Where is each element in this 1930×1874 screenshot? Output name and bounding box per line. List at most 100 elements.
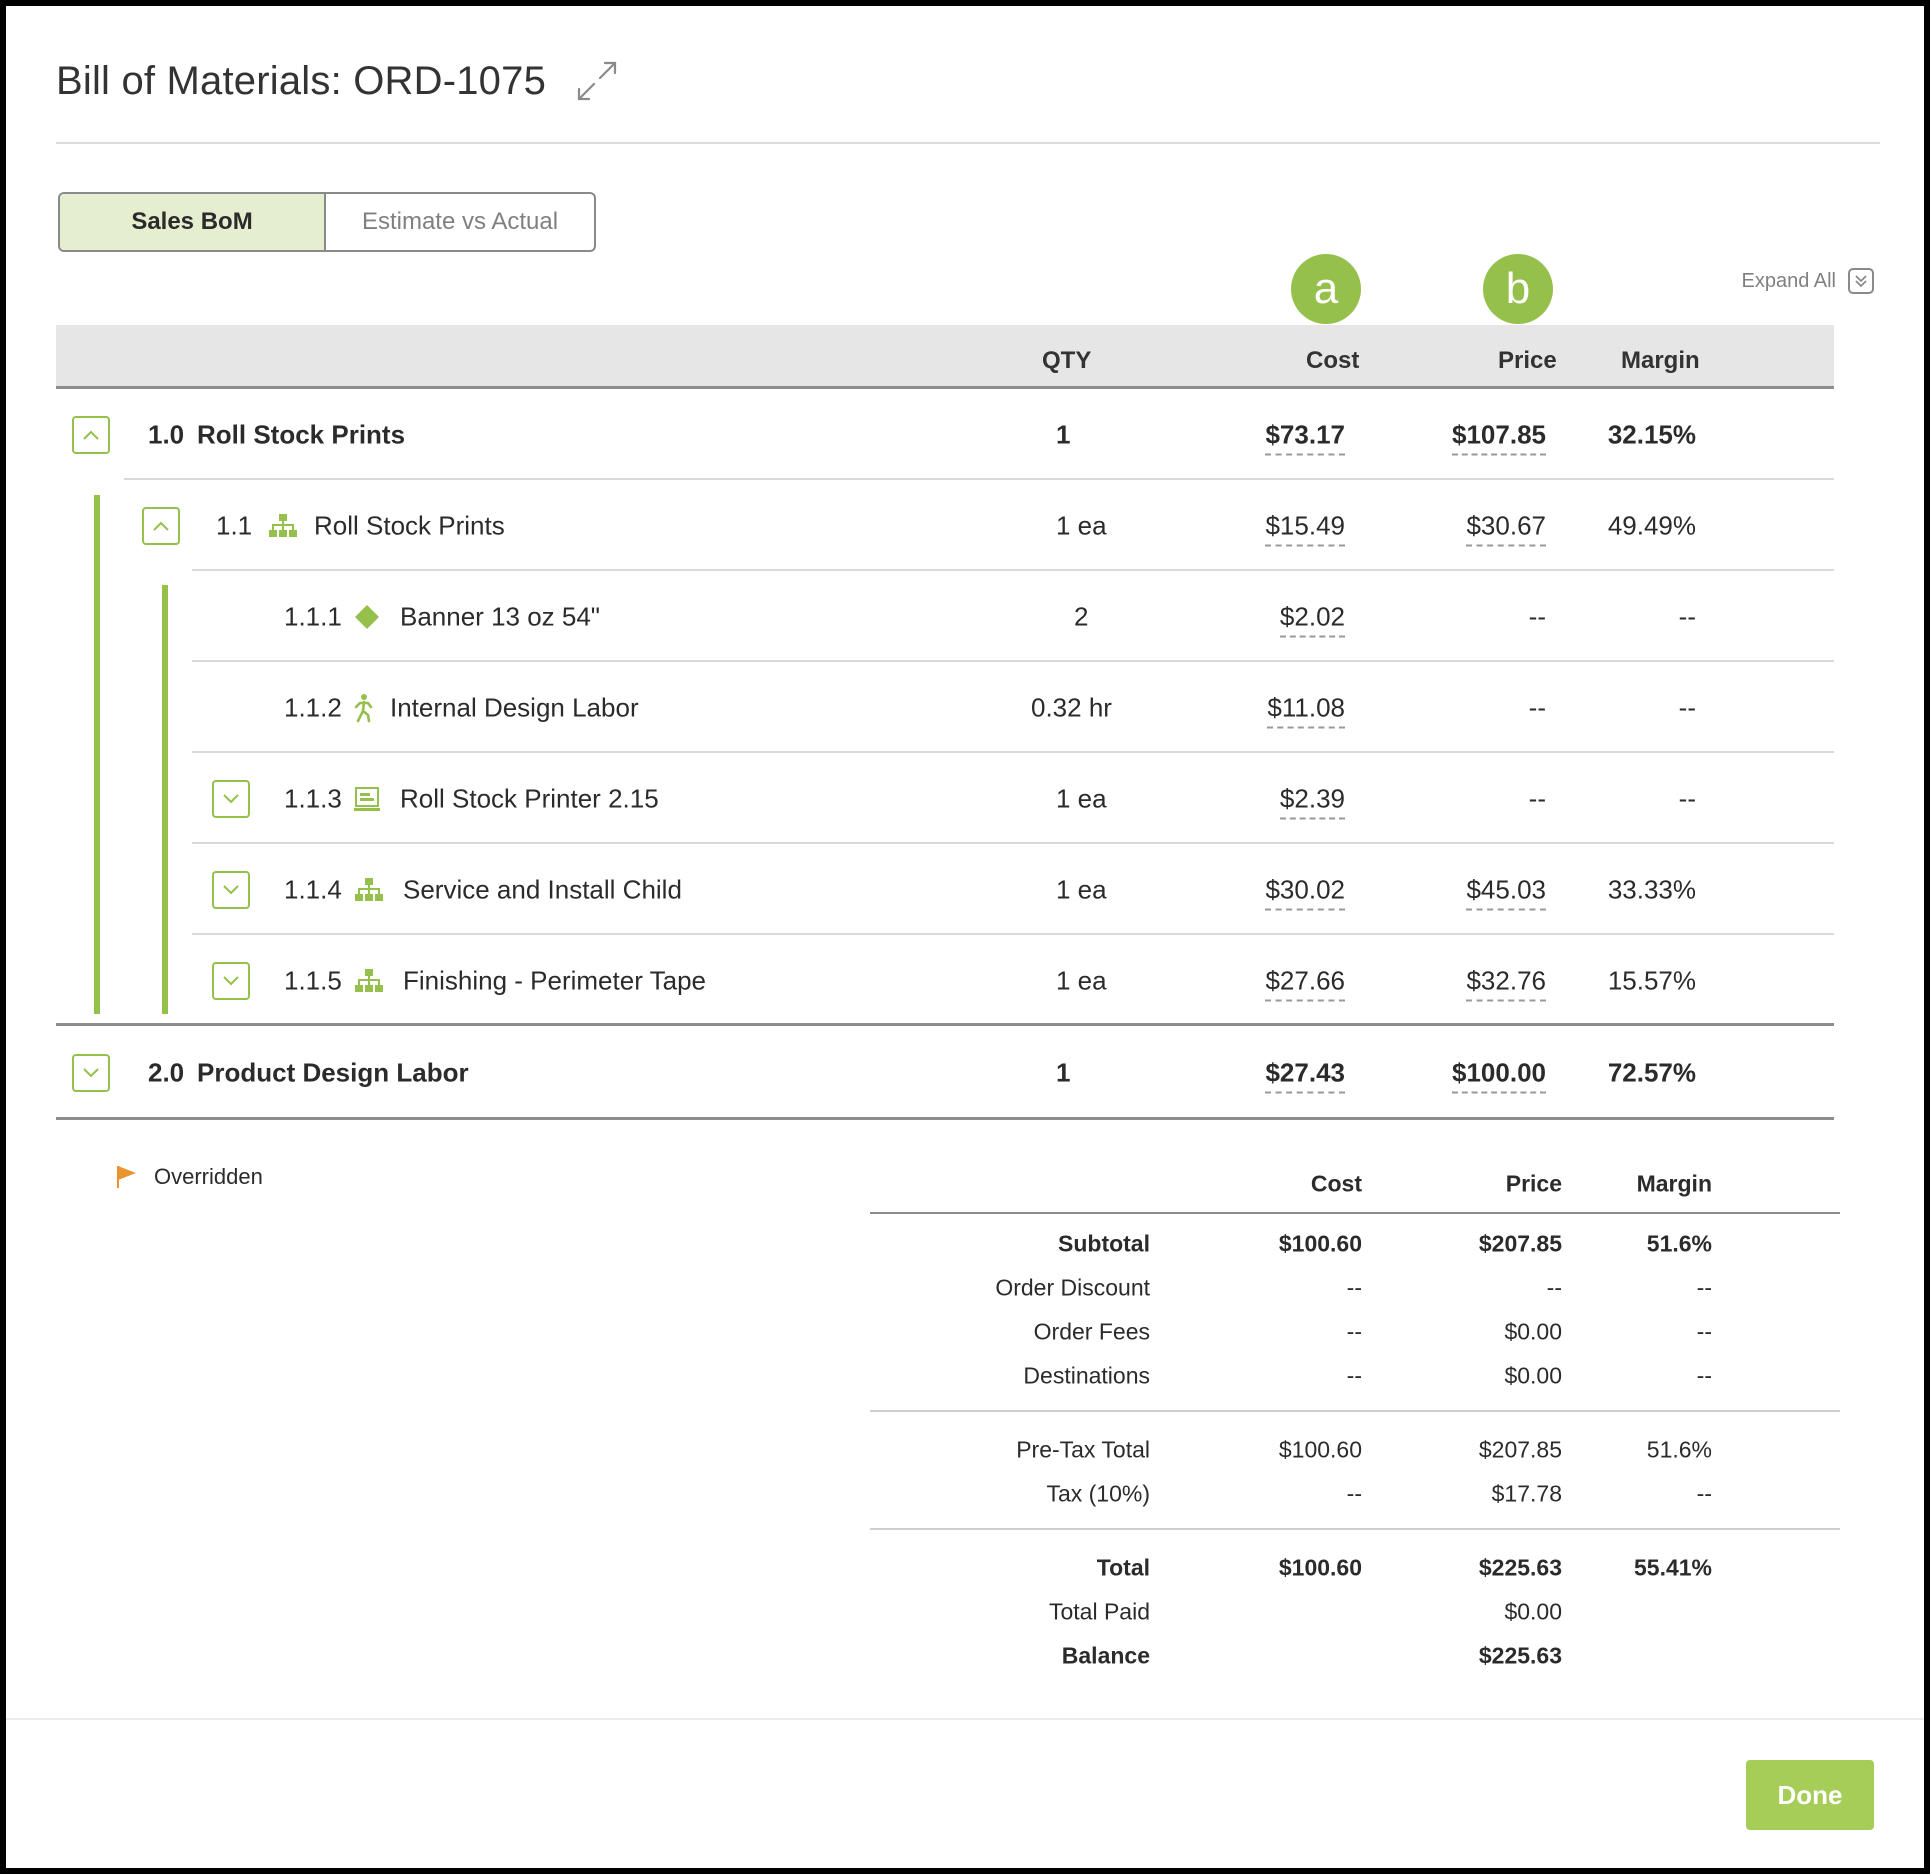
subtotal-cost: $100.60 xyxy=(1278,1230,1362,1257)
item-qty: 0.32 hr xyxy=(1031,692,1112,722)
tax-cost: -- xyxy=(1346,1480,1362,1507)
page-title: Bill of Materials: ORD-1075 xyxy=(56,58,547,103)
totals-header: Cost Price Margin xyxy=(870,1156,1840,1212)
destinations-margin: -- xyxy=(1696,1362,1712,1389)
item-cost[interactable]: $27.66 xyxy=(1265,965,1345,1001)
row-divider xyxy=(192,933,1834,935)
totals-row-tax: Tax (10%) -- $17.78 -- xyxy=(870,1472,1840,1516)
col-cost: Cost xyxy=(1306,347,1360,374)
item-margin: 32.15% xyxy=(1607,419,1696,449)
row-divider xyxy=(56,1023,1834,1026)
collapse-button[interactable] xyxy=(142,506,180,545)
totals-divider xyxy=(870,1212,1840,1214)
totals-summary: Cost Price Margin Subtotal $100.60 $207.… xyxy=(870,1156,1840,1678)
balance-price: $225.63 xyxy=(1478,1642,1562,1669)
tab-sales-bom[interactable]: Sales BoM xyxy=(60,194,326,250)
subtotal-margin: 51.6% xyxy=(1646,1230,1712,1257)
item-margin: -- xyxy=(1678,692,1696,722)
expand-button[interactable] xyxy=(212,961,250,1000)
diamond-icon xyxy=(355,604,379,629)
item-price[interactable]: $30.67 xyxy=(1466,510,1546,546)
totals-row-order-fees: Order Fees -- $0.00 -- xyxy=(870,1310,1840,1354)
footer-divider xyxy=(6,1718,1924,1720)
chevron-up-icon xyxy=(153,521,169,531)
item-number: 2.0 xyxy=(148,1057,185,1088)
double-chevron-down-icon xyxy=(1848,268,1874,294)
table-row: 1.1.3 Roll Stock Printer 2.15 1 ea $2.39… xyxy=(56,753,1834,844)
table-row: 1.1.4 Service and Install Child 1 ea $30… xyxy=(56,844,1834,935)
table-row: 1.1.2 Internal Design Labor 0.32 hr $11.… xyxy=(56,662,1834,753)
row-divider xyxy=(192,842,1834,844)
expand-button[interactable] xyxy=(212,870,250,909)
order-discount-label: Order Discount xyxy=(995,1274,1150,1301)
item-name: Roll Stock Prints xyxy=(314,510,505,540)
title-divider xyxy=(56,142,1880,144)
hierarchy-icon xyxy=(269,513,297,537)
done-button[interactable]: Done xyxy=(1746,1760,1874,1830)
item-price[interactable]: $32.76 xyxy=(1466,965,1546,1001)
totals-col-margin: Margin xyxy=(1636,1170,1712,1197)
subtotal-price: $207.85 xyxy=(1478,1230,1562,1257)
item-cost[interactable]: $73.17 xyxy=(1265,419,1345,455)
item-cost[interactable]: $27.43 xyxy=(1265,1057,1345,1094)
table-row: 1.0 Roll Stock Prints 1 $73.17 $107.85 3… xyxy=(56,389,1834,480)
subtotal-label: Subtotal xyxy=(1058,1230,1150,1257)
item-name: Finishing - Perimeter Tape xyxy=(403,965,706,995)
totals-row-pre-tax: Pre-Tax Total $100.60 $207.85 51.6% xyxy=(870,1428,1840,1472)
item-cost[interactable]: $11.08 xyxy=(1267,692,1345,728)
callout-badge-a: a xyxy=(1291,254,1361,324)
item-name: Banner 13 oz 54" xyxy=(400,601,601,631)
item-name: Roll Stock Printer 2.15 xyxy=(400,783,659,813)
legend-overridden-label: Overridden xyxy=(154,1164,263,1189)
tab-estimate-vs-actual[interactable]: Estimate vs Actual xyxy=(361,208,559,235)
order-fees-label: Order Fees xyxy=(1033,1318,1150,1345)
order-discount-cost: -- xyxy=(1346,1274,1362,1301)
pre-tax-price: $207.85 xyxy=(1478,1436,1562,1463)
pre-tax-cost: $100.60 xyxy=(1278,1436,1362,1463)
maximize-icon[interactable] xyxy=(574,58,620,104)
expand-button[interactable] xyxy=(212,779,250,818)
item-price[interactable]: $107.85 xyxy=(1452,419,1546,455)
order-discount-margin: -- xyxy=(1696,1274,1712,1301)
order-discount-price: -- xyxy=(1546,1274,1562,1301)
item-qty: 1 ea xyxy=(1056,783,1107,813)
destinations-price: $0.00 xyxy=(1504,1362,1562,1389)
row-divider xyxy=(56,1117,1834,1120)
table-header: QTY Cost Price Margin xyxy=(56,325,1834,389)
expand-all-button[interactable]: Expand All xyxy=(1741,268,1874,294)
item-qty: 1 ea xyxy=(1056,874,1107,904)
total-paid-label: Total Paid xyxy=(1048,1598,1150,1625)
item-cost[interactable]: $30.02 xyxy=(1265,874,1345,910)
totals-row-total: Total $100.60 $225.63 55.41% xyxy=(870,1546,1840,1590)
item-cost[interactable]: $2.39 xyxy=(1279,783,1345,819)
item-cost[interactable]: $2.02 xyxy=(1279,601,1345,637)
totals-row-balance: Balance $225.63 xyxy=(870,1634,1840,1678)
expand-button[interactable] xyxy=(72,1054,110,1092)
view-toggle: Sales BoM Estimate vs Actual xyxy=(58,192,596,252)
row-divider xyxy=(192,569,1834,571)
collapse-button[interactable] xyxy=(72,415,110,454)
chevron-down-icon xyxy=(223,793,239,803)
order-fees-price: $0.00 xyxy=(1504,1318,1562,1345)
item-price[interactable]: $100.00 xyxy=(1452,1057,1546,1094)
order-fees-cost: -- xyxy=(1346,1318,1362,1345)
item-name: Product Design Labor xyxy=(197,1057,469,1088)
row-divider xyxy=(192,751,1834,753)
col-price: Price xyxy=(1498,347,1557,374)
item-name: Roll Stock Prints xyxy=(197,419,406,449)
item-number: 1.1.5 xyxy=(284,965,342,995)
item-price: -- xyxy=(1528,783,1546,813)
flag-icon xyxy=(117,1166,136,1188)
item-qty: 1 ea xyxy=(1056,965,1107,995)
item-price[interactable]: $45.03 xyxy=(1466,874,1546,910)
order-fees-margin: -- xyxy=(1696,1318,1712,1345)
row-divider xyxy=(124,478,1834,480)
item-cost[interactable]: $15.49 xyxy=(1265,510,1345,546)
item-margin: 49.49% xyxy=(1607,510,1696,540)
item-qty: 1 ea xyxy=(1056,510,1107,540)
total-cost: $100.60 xyxy=(1278,1554,1362,1581)
destinations-label: Destinations xyxy=(1023,1362,1150,1389)
totals-col-price: Price xyxy=(1505,1170,1562,1197)
item-number: 1.1 xyxy=(216,510,253,540)
item-name: Internal Design Labor xyxy=(390,692,639,722)
